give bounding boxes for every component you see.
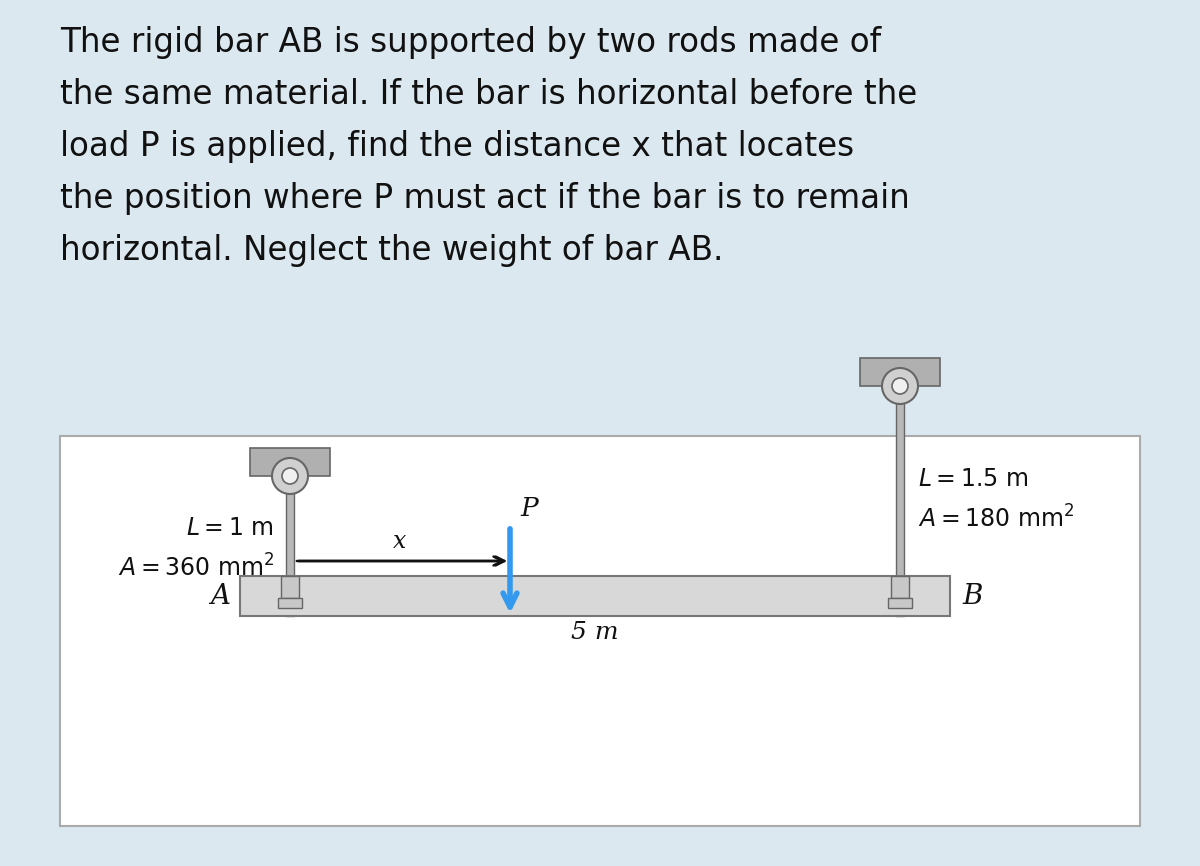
Text: the position where P must act if the bar is to remain: the position where P must act if the bar… xyxy=(60,182,910,215)
Bar xyxy=(240,576,950,616)
Bar xyxy=(860,358,940,386)
Text: horizontal. Neglect the weight of bar AB.: horizontal. Neglect the weight of bar AB… xyxy=(60,234,724,267)
Circle shape xyxy=(272,458,308,494)
Text: The rigid bar AB is supported by two rods made of: The rigid bar AB is supported by two rod… xyxy=(60,26,881,59)
Text: 5 m: 5 m xyxy=(571,621,619,644)
Bar xyxy=(888,598,912,608)
Text: x: x xyxy=(394,530,407,553)
Text: $L = 1$ m: $L = 1$ m xyxy=(186,516,274,540)
Bar xyxy=(286,476,294,616)
Circle shape xyxy=(882,368,918,404)
Circle shape xyxy=(892,378,908,394)
Bar xyxy=(890,576,910,598)
Bar xyxy=(896,386,904,616)
Text: $A = 180$ mm$^2$: $A = 180$ mm$^2$ xyxy=(918,506,1074,533)
Text: B: B xyxy=(962,583,983,610)
Bar xyxy=(60,436,1140,826)
Text: A: A xyxy=(210,583,230,610)
Bar xyxy=(278,598,302,608)
Text: load P is applied, find the distance x that locates: load P is applied, find the distance x t… xyxy=(60,130,854,163)
Text: the same material. If the bar is horizontal before the: the same material. If the bar is horizon… xyxy=(60,78,917,111)
Text: $L = 1.5$ m: $L = 1.5$ m xyxy=(918,467,1028,491)
Text: P: P xyxy=(520,496,538,521)
Circle shape xyxy=(282,468,298,484)
Bar xyxy=(281,576,299,598)
Bar xyxy=(250,448,330,476)
Text: $A = 360$ mm$^2$: $A = 360$ mm$^2$ xyxy=(118,554,274,582)
